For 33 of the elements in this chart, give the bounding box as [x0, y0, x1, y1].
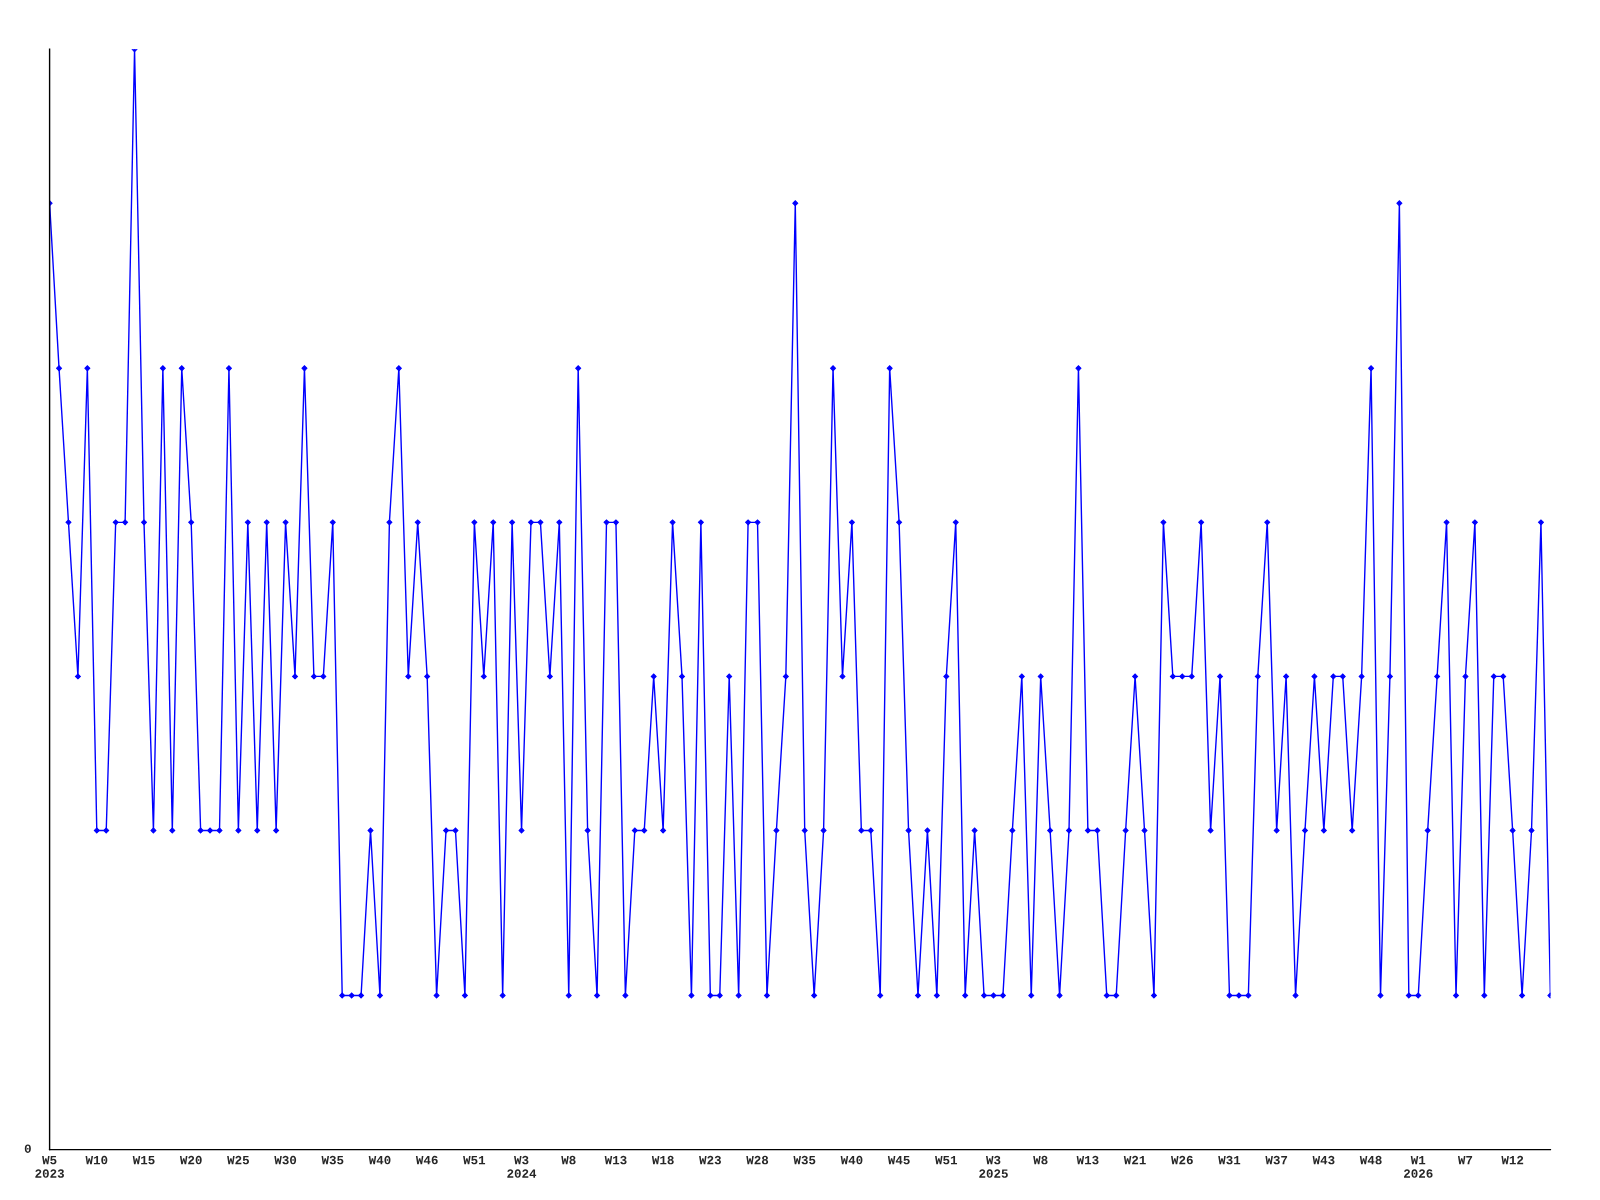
x-tick-label: W40 [368, 1155, 391, 1165]
x-tick-label: W28 [746, 1155, 769, 1165]
x-tick-label: W46 [415, 1155, 438, 1165]
x-tick-label: W25 [227, 1155, 249, 1165]
x-tick-label: W30 [274, 1155, 297, 1165]
x-tick-label: W51 [463, 1155, 486, 1165]
x-tick-label: W21 [1123, 1155, 1146, 1165]
x-tick-label: W48 [1359, 1155, 1382, 1165]
x-tick-label: W40 [840, 1155, 863, 1165]
x-tick-label: W20 [179, 1155, 202, 1165]
x-tick-label: W43 [1312, 1155, 1335, 1165]
x-tick-label: W37 [1265, 1155, 1288, 1165]
x-tick-label: W26 [1171, 1155, 1193, 1165]
x-tick-label: W3 2024 [507, 1155, 537, 1178]
x-tick-label: W10 [85, 1155, 108, 1165]
x-tick-label: W3 2025 [979, 1155, 1008, 1178]
x-tick-label: W8 [561, 1155, 576, 1165]
x-tick-label: W13 [1076, 1155, 1099, 1165]
x-tick-label: W51 [935, 1155, 958, 1165]
text: 0 [24, 1144, 31, 1153]
x-tick-label: W18 [651, 1155, 674, 1165]
x-tick-label: W1 2026 [1404, 1155, 1433, 1178]
x-tick-label: W45 [887, 1155, 910, 1165]
x-tick-label: W23 [699, 1155, 721, 1165]
x-tick-label: W7 [1457, 1155, 1473, 1165]
x-tick-label: W35 [321, 1155, 344, 1165]
x-tick-label: W15 [132, 1155, 155, 1165]
x-tick-label: W31 [1218, 1155, 1241, 1165]
x-tick-label: W8 [1033, 1155, 1048, 1165]
x-tick-label: W5 2023 [35, 1155, 64, 1178]
x-tick-label: W12 [1501, 1155, 1524, 1165]
x-tick-label: W35 [793, 1155, 816, 1165]
x-tick-label: W13 [604, 1155, 627, 1165]
